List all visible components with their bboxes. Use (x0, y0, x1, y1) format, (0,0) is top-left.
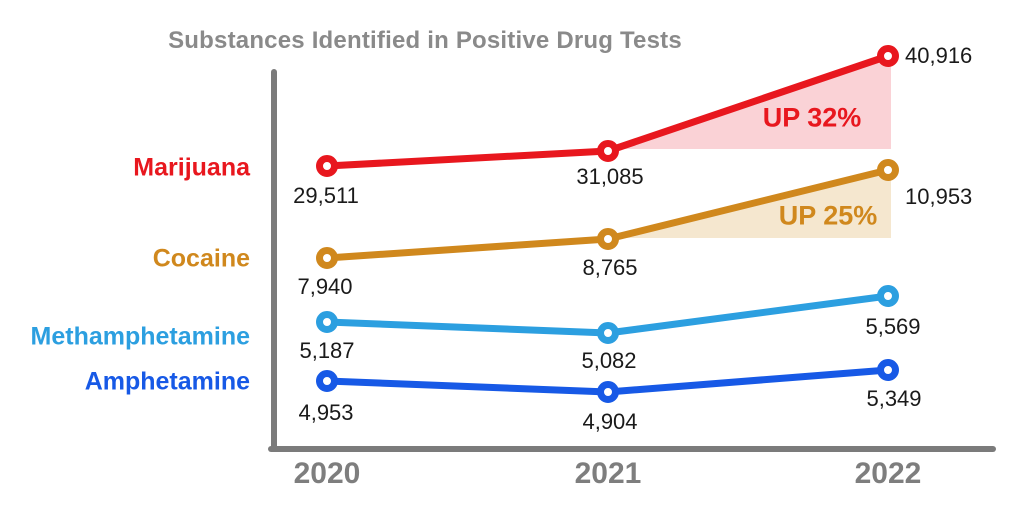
data-point-marker-marijuana-2021 (597, 140, 619, 162)
data-point-marker-cocaine-2021 (597, 228, 619, 250)
data-point-marker-amphetamine-2021 (597, 381, 619, 403)
data-point-marker-amphetamine-2022 (877, 359, 899, 381)
data-point-marker-marijuana-2022 (877, 45, 899, 67)
data-point-marker-methamphetamine-2020 (316, 311, 338, 333)
data-point-marker-methamphetamine-2021 (597, 322, 619, 344)
data-point-marker-cocaine-2020 (316, 247, 338, 269)
data-point-marker-marijuana-2020 (316, 155, 338, 177)
data-point-marker-methamphetamine-2022 (877, 285, 899, 307)
data-point-marker-cocaine-2022 (877, 159, 899, 181)
data-point-marker-amphetamine-2020 (316, 370, 338, 392)
chart-title: Substances Identified in Positive Drug T… (168, 27, 682, 54)
